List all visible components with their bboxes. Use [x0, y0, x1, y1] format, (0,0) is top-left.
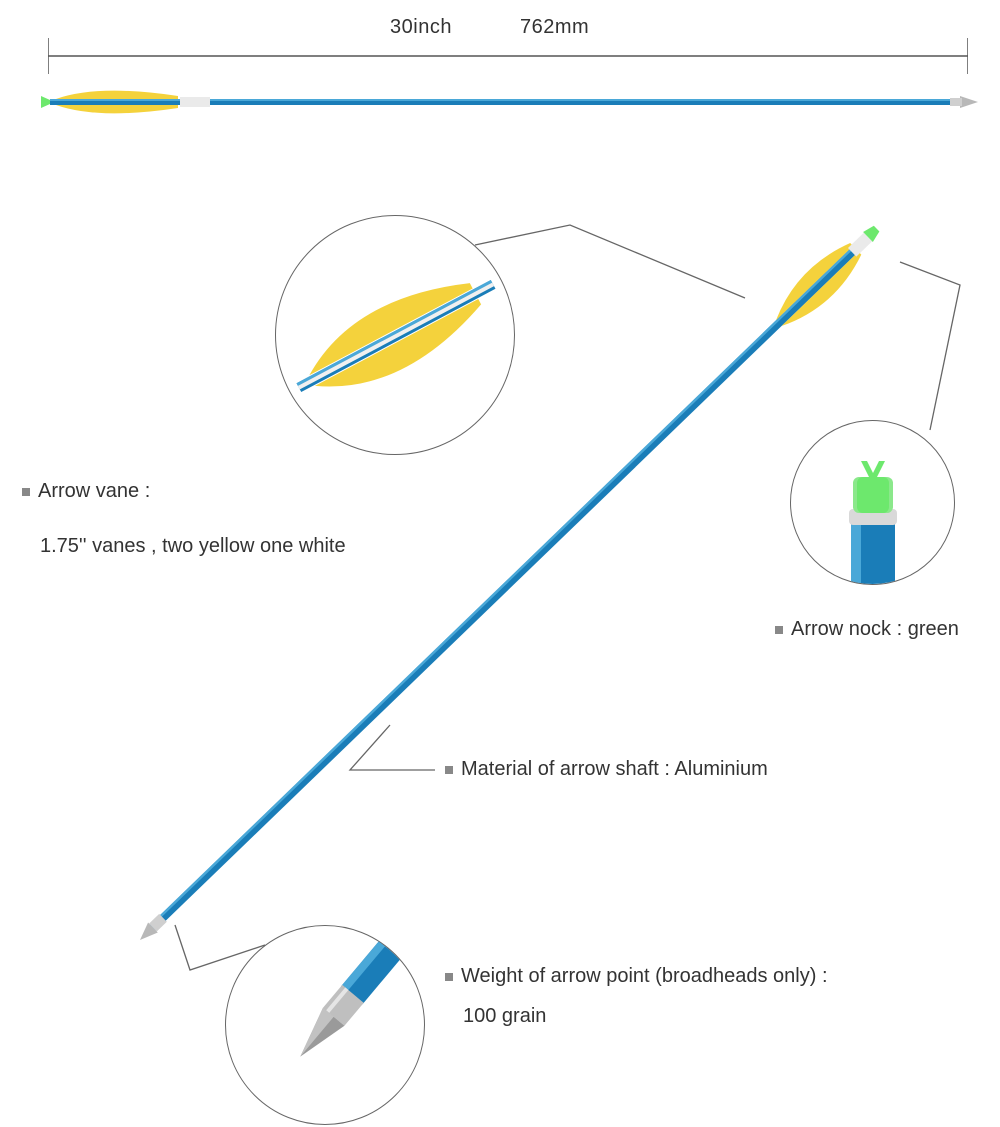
vane-label-desc: 1.75'' vanes , two yellow one white	[40, 535, 346, 558]
nock-text: Arrow nock : green	[791, 618, 959, 640]
shaft-label: Material of arrow shaft : Aluminium	[445, 758, 768, 781]
bullet-icon	[775, 626, 783, 634]
dim-mm-label: 762mm	[520, 16, 589, 39]
dim-inch-label: 30inch	[390, 16, 452, 39]
bullet-icon	[445, 973, 453, 981]
point-label-line2: 100 grain	[463, 1005, 546, 1028]
top-arrow-illustration	[38, 82, 988, 122]
point-text1: Weight of arrow point (broadheads only) …	[461, 965, 828, 987]
nock-label: Arrow nock : green	[775, 618, 959, 641]
point-label-line1: Weight of arrow point (broadheads only) …	[445, 965, 828, 988]
dimension-bracket	[48, 38, 968, 74]
point-detail-circle	[225, 925, 425, 1125]
vane-label-title: Arrow vane :	[22, 480, 150, 503]
vane-detail-circle	[275, 215, 515, 455]
shaft-text: Material of arrow shaft : Aluminium	[461, 758, 768, 780]
infographic-root: 30inch 762mm	[0, 0, 1000, 1127]
vane-title-text: Arrow vane :	[38, 480, 150, 502]
nock-detail-circle	[790, 420, 955, 585]
bullet-icon	[22, 488, 30, 496]
diagonal-arrow-illustration	[140, 220, 920, 940]
bullet-icon	[445, 766, 453, 774]
